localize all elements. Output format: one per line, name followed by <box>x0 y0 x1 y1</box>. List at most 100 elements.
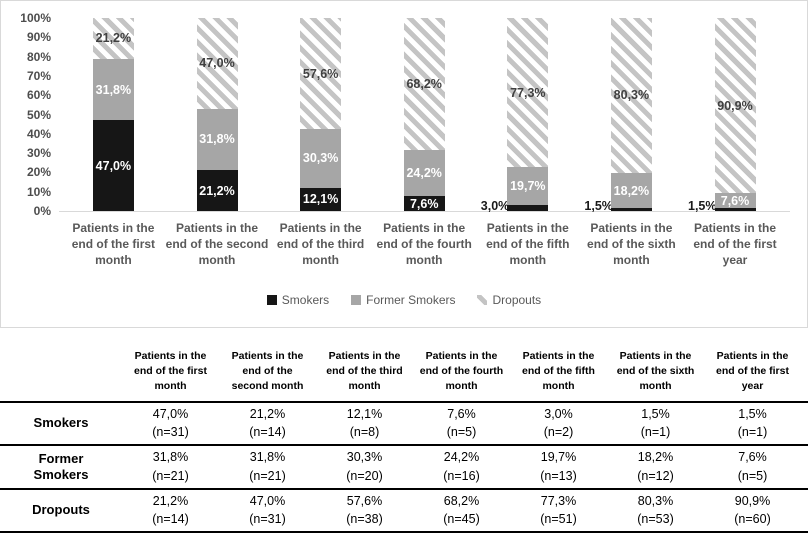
table-cell: 12,1% (n=8) <box>316 403 413 445</box>
data-label-smokers: 47,0% <box>95 158 132 173</box>
legend-item-smokers: Smokers <box>266 293 330 307</box>
chart-legend: Smokers Former Smokers Dropouts <box>1 293 807 307</box>
table-cell: 1,5% (n=1) <box>607 403 704 445</box>
x-axis-category-label: Patients in the end of the sixth month <box>587 221 676 268</box>
data-label-dropouts: 47,0% <box>199 56 235 71</box>
table-cell: 57,6% (n=38) <box>316 490 413 532</box>
bar-segment-dropouts <box>610 18 652 173</box>
cell-percentage: 1,5% <box>641 406 670 421</box>
cell-percentage: 12,1% <box>346 406 383 421</box>
bar-segment-former-smokers <box>610 172 652 209</box>
cell-percentage: 47,0% <box>249 493 286 508</box>
y-tick-label: 30% <box>26 146 51 161</box>
table-cell: 24,2% (n=16) <box>413 446 510 488</box>
table-corner-cell <box>0 364 122 378</box>
legend-label: Smokers <box>281 293 330 307</box>
legend-swatch-icon <box>351 295 362 305</box>
bar-segment-smokers <box>507 205 549 211</box>
table-cell: 7,6% (n=5) <box>413 403 510 445</box>
cell-count: (n=14) <box>249 425 286 440</box>
data-label-dropouts: 57,6% <box>302 66 339 81</box>
bar-segment-former-smokers <box>714 193 756 209</box>
cell-count: (n=2) <box>543 425 574 440</box>
data-label-former-smokers: 19,7% <box>510 179 546 194</box>
table-cell: 30,3% (n=20) <box>316 446 413 488</box>
cell-count: (n=12) <box>637 468 674 483</box>
table-header-row: Patients in the end of the first month Pa… <box>0 341 808 403</box>
cell-percentage: 77,3% <box>540 493 577 508</box>
table-row-label: Smokers <box>33 415 89 431</box>
cell-percentage: 3,0% <box>544 406 573 421</box>
table-cell: 90,9% (n=60) <box>704 490 801 532</box>
bar-segment-dropouts <box>300 18 342 130</box>
table-row: Former Smokers 31,8% (n=21) 31,8% (n=21) 30,3… <box>0 446 808 490</box>
cell-percentage: 1,5% <box>738 406 767 421</box>
bar-segment-dropouts <box>196 18 238 109</box>
table-cell: 31,8% (n=21) <box>122 446 219 488</box>
cell-count: (n=31) <box>152 425 189 440</box>
cell-count: (n=51) <box>540 512 577 527</box>
bar-segment-smokers <box>610 208 652 211</box>
data-label-smokers: 12,1% <box>302 192 339 207</box>
cell-count: (n=1) <box>737 425 768 440</box>
cell-count: (n=14) <box>152 512 189 527</box>
table-cell: 31,8% (n=21) <box>219 446 316 488</box>
table-cell: 7,6% (n=5) <box>704 446 801 488</box>
cell-percentage: 18,2% <box>637 450 674 465</box>
table-row-label: Former Smokers <box>33 450 89 482</box>
cell-percentage: 7,6% <box>447 406 476 421</box>
data-label-former-smokers: 7,6% <box>720 193 750 208</box>
cell-count: (n=45) <box>443 512 480 527</box>
bar-segment-former-smokers <box>403 149 445 197</box>
y-tick-label: 20% <box>26 165 51 180</box>
cell-count: (n=5) <box>446 425 477 440</box>
cell-percentage: 7,6% <box>738 450 767 465</box>
bar-segment-former-smokers <box>507 167 549 206</box>
data-label-dropouts: 77,3% <box>510 85 546 100</box>
data-label-former-smokers: 31,8% <box>95 82 132 97</box>
cell-percentage: 21,2% <box>249 406 286 421</box>
bar-segment-smokers <box>92 120 134 211</box>
cell-count: (n=21) <box>249 468 286 483</box>
x-axis-category-label: Patients in the end of the fifth month <box>486 221 570 268</box>
bar-segment-smokers <box>714 208 756 211</box>
data-label-former-smokers: 18,2% <box>613 183 650 198</box>
bar-segment-former-smokers <box>196 108 238 171</box>
y-tick-label: 70% <box>26 68 51 83</box>
bar-segment-dropouts <box>714 18 756 194</box>
bar-segment-former-smokers <box>300 129 342 188</box>
x-axis-category-label: Patients in the end of the fourth month <box>376 221 472 268</box>
table-cell: 18,2% (n=12) <box>607 446 704 488</box>
y-tick-label: 80% <box>26 49 51 64</box>
table-cell: 21,2% (n=14) <box>219 403 316 445</box>
cell-count: (n=38) <box>346 512 383 527</box>
data-label-dropouts: 80,3% <box>613 88 650 103</box>
data-label-dropouts: 68,2% <box>406 76 442 91</box>
bar-segment-dropouts <box>403 18 445 150</box>
bar-segment-dropouts <box>507 18 549 168</box>
table-cell: 47,0% (n=31) <box>219 490 316 532</box>
y-tick-label: 40% <box>26 126 51 141</box>
stats-table: Patients in the end of the first month Pa… <box>0 341 808 534</box>
bar-segment-dropouts <box>92 18 134 59</box>
table-cell: 68,2% (n=45) <box>413 490 510 532</box>
bar-segment-smokers <box>300 187 342 211</box>
x-axis-line <box>59 211 790 212</box>
chart-panel: 100% 90% 80% 70% 60% 50% 40% 30% 20% 10% 0% 47,0% 3… <box>0 0 808 328</box>
cell-count: (n=21) <box>152 468 189 483</box>
data-label-former-smokers: 24,2% <box>406 165 442 180</box>
data-label-dropouts: 90,9% <box>717 98 753 113</box>
table-column-header: Patients in the end of the first year <box>716 350 789 393</box>
y-tick-label: 90% <box>26 30 51 45</box>
x-axis-category-label: Patients in the end of the third month <box>276 221 365 268</box>
legend-item-former-smokers: Former Smokers <box>351 293 455 307</box>
legend-swatch-icon <box>266 295 277 305</box>
data-label-smokers: 1,5% <box>688 199 717 213</box>
table-row: Smokers 47,0% (n=31) 21,2% (n=14) 12,1% (n=8) 7… <box>0 403 808 447</box>
cell-count: (n=8) <box>349 425 380 440</box>
cell-percentage: 21,2% <box>152 493 189 508</box>
cell-count: (n=53) <box>637 512 674 527</box>
x-axis-category-label: Patients in the end of the first year <box>693 221 777 268</box>
table-cell: 1,5% (n=1) <box>704 403 801 445</box>
bar-segment-smokers <box>196 170 238 211</box>
